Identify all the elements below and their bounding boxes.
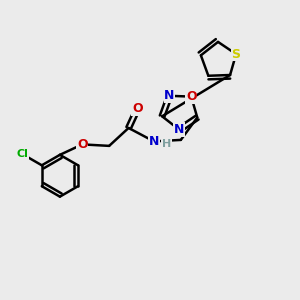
Text: N: N [149, 135, 159, 148]
Text: O: O [132, 102, 143, 115]
Text: O: O [186, 90, 196, 103]
Text: O: O [77, 138, 88, 151]
Text: Cl: Cl [16, 149, 28, 159]
Text: H: H [162, 140, 171, 149]
Text: N: N [174, 123, 184, 136]
Text: S: S [232, 48, 241, 61]
Text: N: N [164, 89, 175, 102]
